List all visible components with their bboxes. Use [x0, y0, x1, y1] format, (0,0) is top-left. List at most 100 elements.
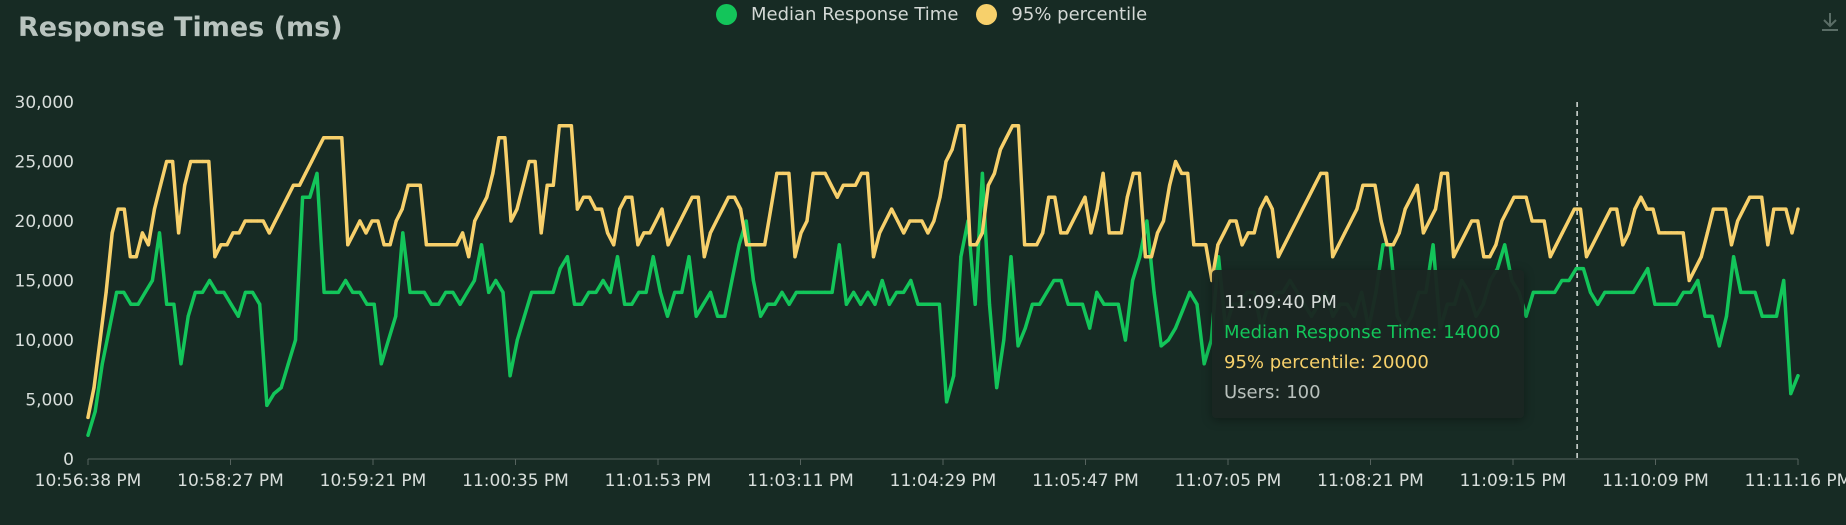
data-point-p95: [473, 219, 477, 223]
data-point-p95: [1433, 207, 1438, 211]
data-point-p95: [1065, 231, 1069, 235]
data-point-median: [694, 314, 698, 318]
data-point-p95: [1566, 219, 1570, 223]
tooltip-p95: 95% percentile: 20000: [1224, 352, 1429, 373]
data-point-p95: [1216, 243, 1220, 247]
x-tick-label: 11:07:05 PM: [1175, 471, 1282, 491]
data-point-median: [1116, 302, 1120, 306]
data-point-p95: [1143, 255, 1147, 259]
data-point-p95: [714, 219, 719, 223]
x-tick-label: 11:00:35 PM: [462, 471, 569, 491]
data-point-p95: [847, 183, 851, 187]
data-point-median: [937, 302, 942, 306]
data-point-median: [1646, 267, 1650, 271]
data-point-p95: [1198, 243, 1202, 247]
data-point-p95: [1397, 231, 1401, 235]
data-point-median: [229, 302, 233, 306]
data-point-median: [186, 314, 190, 318]
data-point-median: [665, 314, 670, 318]
data-point-p95: [1760, 195, 1764, 199]
data-point-p95: [732, 195, 737, 199]
data-point-p95: [1754, 195, 1758, 199]
data-point-p95: [1071, 219, 1075, 223]
data-point-p95: [406, 183, 410, 187]
data-point-median: [952, 374, 956, 378]
y-tick-label: 0: [63, 450, 74, 470]
data-point-median: [801, 290, 806, 294]
data-point-median: [487, 290, 491, 294]
data-point-p95: [648, 231, 652, 235]
data-point-p95: [787, 171, 791, 175]
data-point-median: [773, 302, 777, 306]
data-point-median: [1145, 219, 1149, 223]
data-point-p95: [1536, 219, 1540, 223]
data-point-p95: [998, 148, 1003, 152]
data-point-median: [286, 362, 290, 366]
download-icon[interactable]: [1818, 10, 1842, 34]
data-point-p95: [207, 159, 211, 164]
legend-item-p95[interactable]: 95% percentile: [976, 4, 1147, 25]
data-point-median: [344, 278, 348, 283]
data-point-p95: [1385, 243, 1389, 247]
data-point-p95: [261, 219, 265, 223]
data-point-p95: [1029, 243, 1033, 247]
data-point-p95: [829, 183, 833, 187]
data-point-p95: [1766, 243, 1770, 247]
data-point-p95: [1572, 207, 1576, 211]
data-point-p95: [1669, 231, 1673, 235]
data-point-p95: [557, 124, 561, 128]
data-point-median: [408, 290, 412, 294]
data-point-p95: [1252, 231, 1256, 235]
data-point-median: [451, 290, 455, 294]
data-point-p95: [1101, 171, 1105, 175]
tooltip-median: Median Response Time: 14000: [1224, 322, 1501, 343]
data-point-median: [1796, 374, 1800, 378]
data-point-median: [623, 302, 627, 306]
data-point-median: [601, 278, 605, 283]
data-point-median: [816, 290, 820, 294]
tooltip-users: Users: 100: [1224, 382, 1321, 403]
data-point-p95: [225, 243, 229, 247]
data-point-p95: [545, 183, 549, 187]
data-point-p95: [1077, 207, 1081, 211]
data-point-median: [608, 290, 612, 294]
data-point-p95: [1699, 255, 1703, 259]
data-point-p95: [122, 207, 126, 211]
data-point-p95: [1578, 207, 1583, 211]
data-point-median: [1173, 326, 1178, 330]
data-point-median: [1689, 290, 1693, 294]
data-point-median: [923, 302, 927, 306]
data-point-median: [1073, 302, 1077, 306]
data-point-p95: [642, 231, 646, 235]
data-point-p95: [702, 255, 706, 259]
data-point-p95: [1023, 243, 1027, 247]
data-point-median: [894, 290, 899, 294]
data-point-p95: [763, 243, 767, 247]
data-point-p95: [781, 171, 785, 175]
data-point-p95: [243, 219, 247, 223]
data-point-median: [1717, 344, 1721, 348]
data-point-median: [995, 386, 999, 390]
data-point-p95: [171, 159, 175, 164]
data-point-p95: [1161, 219, 1166, 223]
data-point-median: [508, 374, 512, 378]
data-point-p95: [1681, 231, 1685, 235]
data-point-median: [265, 403, 269, 407]
x-tick-label: 11:08:21 PM: [1317, 471, 1424, 491]
data-point-median: [737, 243, 741, 247]
data-point-median: [1159, 344, 1163, 348]
data-point-p95: [1125, 195, 1129, 199]
data-point-median: [1059, 278, 1063, 283]
data-point-median: [1703, 314, 1707, 318]
data-point-p95: [575, 207, 580, 211]
data-point-p95: [1319, 171, 1323, 175]
chart-tooltip: 11:09:40 PM Median Response Time: 14000 …: [1212, 270, 1524, 418]
data-point-median: [1574, 267, 1578, 271]
data-point-p95: [908, 219, 912, 223]
data-point-median: [916, 302, 920, 306]
data-point-median: [258, 302, 262, 306]
data-point-p95: [1711, 207, 1715, 211]
legend-item-median[interactable]: Median Response Time: [716, 4, 958, 25]
data-point-median: [458, 302, 462, 306]
